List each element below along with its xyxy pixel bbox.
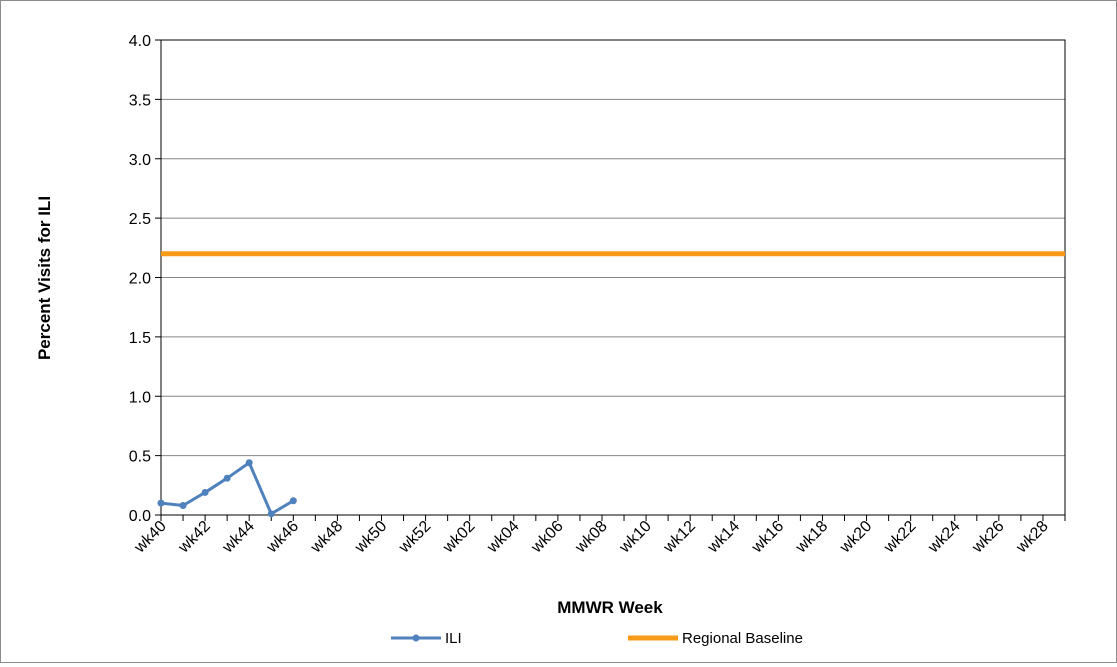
y-axis-title: Percent Visits for ILI xyxy=(35,196,54,360)
ili-point xyxy=(245,459,253,467)
x-tick-label: wk06 xyxy=(528,518,567,557)
x-tick-label: wk50 xyxy=(351,518,390,557)
x-tick-label: wk10 xyxy=(616,518,655,557)
x-tick-label: wk42 xyxy=(175,518,214,557)
y-tick-label: 2.0 xyxy=(129,271,151,288)
series-layer xyxy=(157,251,1065,518)
y-tick-label: 1.5 xyxy=(129,330,151,347)
x-tick-label: wk24 xyxy=(924,518,963,557)
x-tick-label: wk16 xyxy=(748,518,787,557)
x-tick-label: wk20 xyxy=(836,518,875,557)
ili-point xyxy=(157,499,165,507)
y-tick-label: 0.5 xyxy=(129,449,151,466)
y-tick-label: 4.0 xyxy=(129,33,151,50)
x-tick-label: wk08 xyxy=(572,518,611,557)
x-tick-label: wk04 xyxy=(483,518,522,557)
x-tick-label: wk14 xyxy=(704,518,743,557)
x-tick-label: wk26 xyxy=(969,518,1008,557)
ili-point xyxy=(179,502,187,509)
ili-point xyxy=(289,497,297,505)
legend-ili-marker xyxy=(412,634,420,642)
x-tick-label: wk28 xyxy=(1013,518,1052,557)
x-tick-label: wk22 xyxy=(880,518,919,557)
x-tick-label: wk46 xyxy=(263,518,302,557)
gridlines xyxy=(161,39,1065,516)
x-axis: wk40 wk42 wk44 wk46 wk48 wk50 wk52 wk02 wk04 wk06… xyxy=(131,515,1066,557)
legend: ILI Regional Baseline xyxy=(391,630,803,647)
ili-point xyxy=(267,510,275,518)
legend-ili-label: ILI xyxy=(445,630,462,647)
x-tick-label: wk48 xyxy=(307,518,346,557)
y-tick-label: 0.0 xyxy=(129,508,151,525)
x-tick-label: wk02 xyxy=(439,518,478,557)
y-tick-label: 1.0 xyxy=(129,389,151,406)
y-axis: 0.0 0.5 1.0 1.5 2.0 2.5 3.0 3.5 4.0 xyxy=(129,33,161,525)
x-tick-label: wk44 xyxy=(219,518,258,557)
ili-point xyxy=(223,474,231,482)
y-tick-label: 3.5 xyxy=(129,92,151,109)
y-tick-label: 3.0 xyxy=(129,152,151,169)
legend-baseline-label: Regional Baseline xyxy=(682,630,803,647)
x-tick-label: wk12 xyxy=(660,518,699,557)
ili-point xyxy=(201,488,209,496)
x-tick-label: wk52 xyxy=(395,518,434,557)
y-tick-label: 2.5 xyxy=(129,211,151,228)
x-axis-title: MMWR Week xyxy=(557,598,663,617)
x-tick-label: wk18 xyxy=(792,518,831,557)
